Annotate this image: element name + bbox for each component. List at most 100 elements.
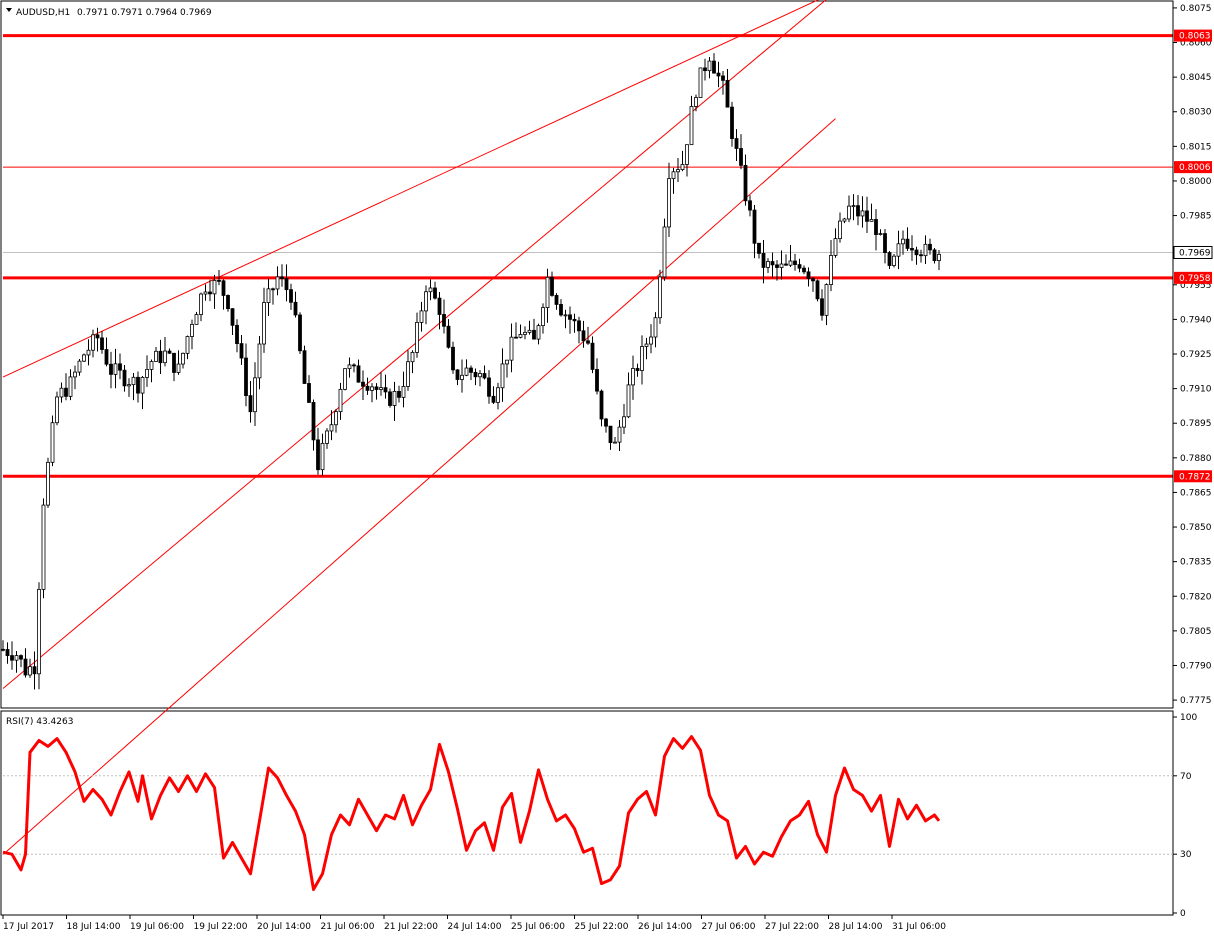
candle-body [212, 279, 217, 295]
candle-body [230, 308, 235, 326]
candle-body [77, 360, 82, 373]
candle-body [590, 342, 595, 370]
candle-body [446, 325, 451, 348]
candle-body [631, 368, 635, 386]
symbol-label: AUDUSD,H1 [16, 8, 70, 18]
candle-body [397, 390, 401, 398]
candle-body [653, 317, 658, 338]
candle-body [676, 169, 680, 173]
time-axis: 17 Jul 2017 18 Jul 14:00 19 Jul 06:00 19 Ju… [2, 915, 946, 932]
time-tick-label: 26 Jul 14:00 [638, 922, 692, 932]
candle-body [257, 343, 262, 379]
candle-body [199, 293, 203, 315]
candle-body [905, 238, 910, 249]
rsi-tick-label: 0 [1180, 909, 1186, 919]
candle-body [122, 369, 127, 387]
candle-body [640, 346, 644, 371]
candle-body [613, 441, 617, 444]
candle-body [46, 461, 50, 506]
candle-body [131, 376, 136, 386]
candle-body [104, 349, 109, 365]
candle-body [577, 320, 581, 332]
candle-body [68, 376, 73, 397]
candle-body [842, 218, 847, 222]
candle-body [856, 205, 860, 217]
candle-body [352, 364, 356, 367]
rsi-tick-label: 70 [1180, 772, 1192, 782]
candle-body [37, 589, 41, 675]
candle-body [743, 164, 748, 202]
price-tick-label: 0.7925 [1180, 350, 1212, 360]
candle-body [235, 324, 239, 344]
candle-body [851, 205, 856, 208]
price-tick-label: 0.7775 [1180, 696, 1212, 706]
candle-body [730, 106, 734, 139]
price-tick-label: 0.7820 [1180, 592, 1212, 602]
candle-body [41, 504, 46, 590]
price-tick-label: 0.8075 [1180, 4, 1212, 14]
candle-body [482, 373, 487, 379]
candle-body [811, 278, 815, 282]
chart-frames [0, 0, 1174, 916]
candle-body [293, 301, 298, 316]
candle-body [203, 291, 208, 295]
candle-body [536, 325, 541, 340]
price-tick-label: 0.8000 [1180, 177, 1212, 187]
time-tick-label: 18 Jul 14:00 [67, 922, 121, 932]
candle-body [919, 254, 923, 257]
candle-body [347, 364, 352, 370]
price-level-label: 0.7872 [1179, 472, 1211, 482]
candle-body [383, 387, 388, 393]
price-tick-label: 0.7985 [1180, 212, 1212, 222]
candle-body [401, 386, 406, 398]
price-tick-label: 0.7850 [1180, 523, 1212, 533]
candle-body [878, 233, 883, 235]
time-tick-label: 25 Jul 22:00 [575, 922, 629, 932]
candle-body [406, 361, 410, 387]
candle-body [95, 334, 100, 339]
candle-body [874, 219, 878, 235]
candle-body [680, 164, 685, 171]
candle-body [55, 396, 59, 424]
time-tick-label: 21 Jul 06:00 [321, 922, 375, 932]
candle-body [829, 255, 833, 285]
candle-body [901, 238, 905, 245]
time-tick-label: 19 Jul 22:00 [194, 922, 248, 932]
candle-body [109, 363, 113, 375]
candle-body [433, 287, 437, 299]
candle-body [491, 395, 496, 403]
candle-body [797, 264, 802, 269]
candle-body [460, 374, 464, 380]
candle-body [253, 377, 257, 413]
dropdown-arrow-icon[interactable] [6, 8, 12, 12]
candle-body [824, 284, 829, 316]
candle-body [392, 390, 397, 406]
candle-body [226, 295, 230, 310]
candle-body [217, 279, 221, 282]
rsi-title: RSI(7) 43.4263 [6, 717, 73, 727]
chart-header: AUDUSD,H1 0.7971 0.7971 0.7964 0.7969 [6, 8, 212, 18]
candle-body [415, 322, 419, 353]
candle-body [136, 376, 140, 394]
candle-body [770, 261, 775, 266]
price-level-label: 0.7958 [1179, 274, 1211, 284]
channel-line [2, 0, 819, 378]
candle-body [545, 276, 550, 308]
time-tick-label: 17 Jul 2017 [3, 922, 54, 932]
candle-body [914, 249, 919, 256]
candle-body [280, 276, 284, 280]
channel-line [2, 118, 836, 856]
candle-body [473, 371, 478, 378]
candle-body [635, 368, 640, 371]
candle-body [667, 178, 671, 228]
candle-body [14, 655, 19, 661]
candle-body [541, 307, 545, 327]
candle-body [419, 310, 424, 323]
candle-body [581, 330, 586, 342]
candle-body [514, 336, 518, 339]
candle-body [806, 271, 811, 280]
candle-body [91, 334, 95, 351]
candle-body [671, 171, 676, 179]
candle-body [518, 334, 523, 338]
